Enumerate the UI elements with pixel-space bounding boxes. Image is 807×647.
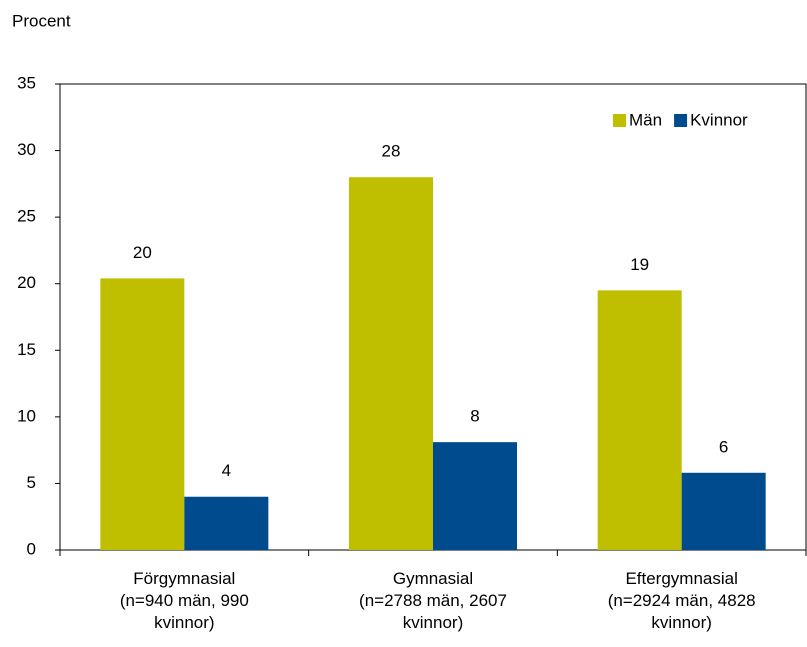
y-tick-label: 35 [17,73,36,92]
data-label: 6 [719,437,728,456]
legend-label: Män [629,110,662,129]
x-tick-label: Eftergymnasial (n=2924 män, 4828 kvinnor… [607,569,756,632]
bar [681,472,766,550]
y-tick-label: 25 [17,207,36,226]
data-label: 28 [382,142,401,161]
bar [349,177,433,550]
bar [433,442,517,550]
y-tick-label: 20 [17,273,36,292]
data-label: 8 [470,407,479,426]
y-tick-label: 0 [27,539,36,558]
x-tick-label: Gymnasial (n=2788 män, 2607 kvinnor) [359,569,507,632]
bar [184,496,269,550]
legend-swatch [613,114,626,127]
bar [597,290,682,550]
y-tick-label: 15 [17,340,36,359]
legend-swatch [674,114,688,127]
data-label: 20 [133,243,152,262]
y-axis-label: Procent [12,11,71,30]
y-tick-label: 5 [27,473,36,492]
y-tick-label: 10 [17,406,36,425]
x-tick-label: Förgymnasial (n=940 män, 990 kvinnor) [119,569,249,632]
y-tick-label: 30 [17,140,36,159]
data-label: 4 [222,461,231,480]
legend-label: Kvinnor [690,110,748,129]
bar [100,278,185,550]
data-label: 19 [630,255,649,274]
